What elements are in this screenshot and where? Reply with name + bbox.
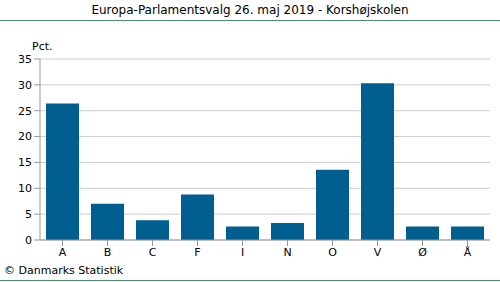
svg-text:20: 20 <box>18 130 32 143</box>
svg-text:A: A <box>59 246 67 259</box>
html-text:© Danmarks Statistik: © Danmarks Statistik <box>4 264 124 277</box>
svg-text:F: F <box>194 246 200 259</box>
svg-text:0: 0 <box>25 234 32 247</box>
svg-text:B: B <box>104 246 112 259</box>
svg-text:C: C <box>149 246 157 259</box>
svg-text:30: 30 <box>18 79 32 92</box>
svg-text:25: 25 <box>18 105 32 118</box>
svg-text:I: I <box>241 246 244 259</box>
svg-text:Ø: Ø <box>418 246 427 259</box>
svg-text:5: 5 <box>25 208 32 221</box>
svg-text:35: 35 <box>18 53 32 66</box>
svg-text:V: V <box>374 246 382 259</box>
svg-text:Å: Å <box>464 246 472 259</box>
svg-text:O: O <box>328 246 337 259</box>
svg-text:15: 15 <box>18 156 32 169</box>
svg-text:N: N <box>283 246 291 259</box>
html-text:Pct.: Pct. <box>32 40 53 53</box>
svg-text:10: 10 <box>18 182 32 195</box>
html-text:Europa-Parlamentsvalg 26. maj: Europa-Parlamentsvalg 26. maj 2019 - Kor… <box>91 3 409 17</box>
